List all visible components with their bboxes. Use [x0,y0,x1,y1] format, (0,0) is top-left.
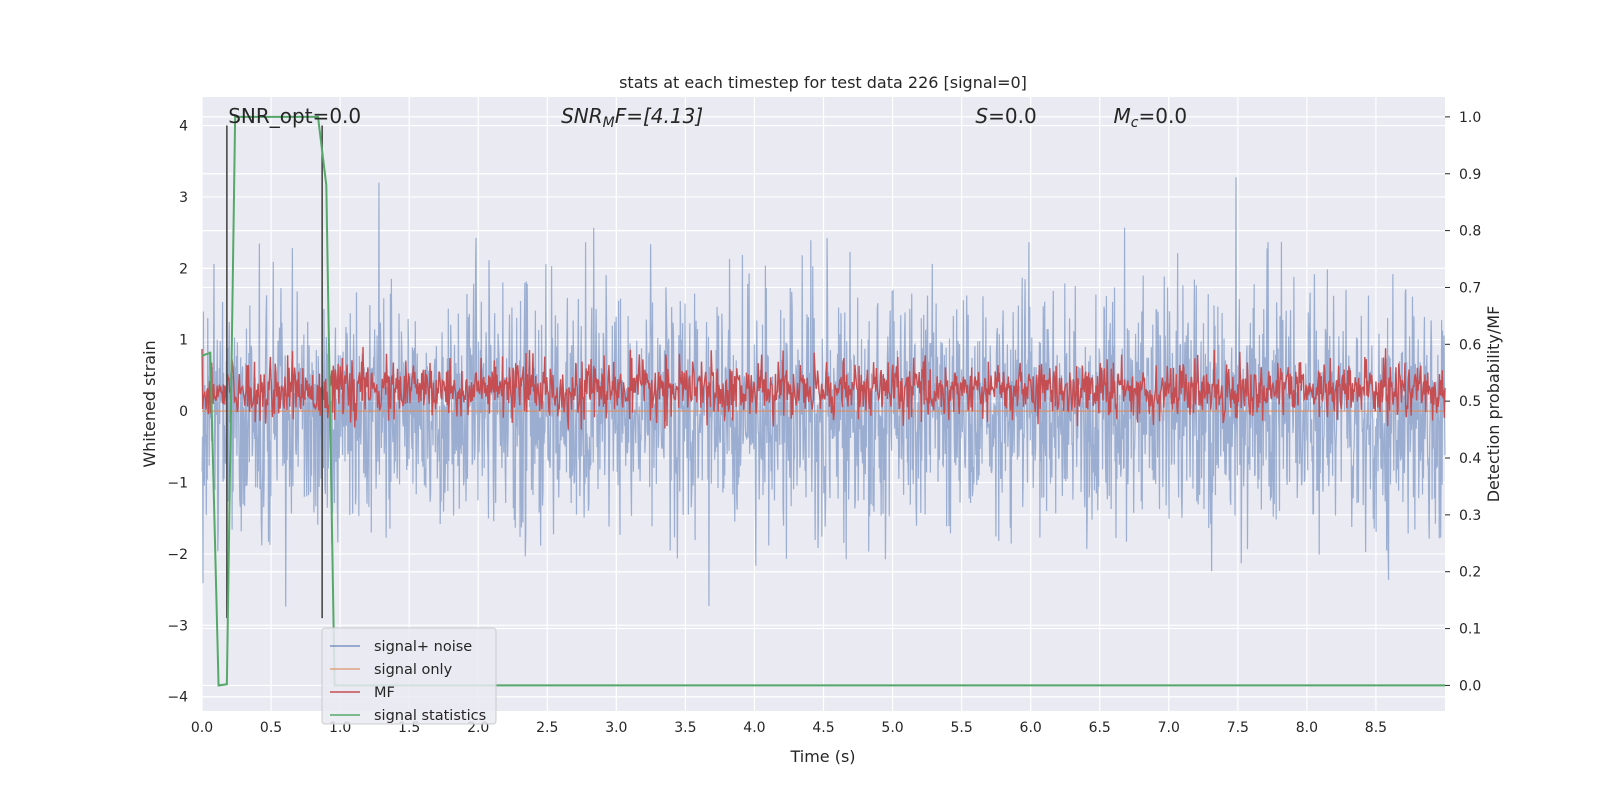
y-right-tick-label: 0.8 [1459,224,1481,240]
x-tick-labels: 0.0 0.5 1.0 1.5 2.0 2.5 3.0 3.5 4.0 4.5 5.0 5.5 6.0 6… [191,720,1387,736]
legend-box [321,627,497,725]
x-tick-label: 8.0 [1296,720,1318,736]
x-tick-label: 8.5 [1365,720,1387,736]
x-tick-label: 5.5 [950,720,972,736]
x-tick-label: 5.0 [881,720,903,736]
vertical-markers [226,125,323,619]
legend-entry-label: MF [374,685,395,701]
y-left-tick-label: −4 [167,690,188,706]
annotations: SNR_opt=0.0 SNRMF=[4.13] S=0.0 Mc=0.0 [228,104,1187,131]
x-tick-label: 2.5 [536,720,558,736]
y-right-tick-label: 0.4 [1459,451,1481,467]
y-left-tick-label: 1 [179,333,188,349]
chart-title: stats at each timestep for test data 226… [619,73,1027,92]
annotation-label: S=0.0 [975,104,1036,128]
y-right-axis-label: Detection probability/MF [1484,306,1503,503]
x-tick-label: 3.0 [605,720,627,736]
y-left-tick-label: −1 [167,476,188,492]
y-right-tick-label: 0.2 [1459,565,1481,581]
y-left-tick-label: 2 [179,261,188,277]
y-left-tick-label: −2 [167,547,188,563]
x-tick-label: 7.5 [1227,720,1249,736]
y-left-axis-label: Whitened strain [140,340,159,467]
x-tick-label: 4.5 [812,720,834,736]
y-left-tick-label: 4 [179,119,188,135]
x-tick-label: 4.0 [743,720,765,736]
legend-entry-label: signal+ noise [374,639,472,655]
annotation-label: SNR_opt=0.0 [228,104,361,128]
y-left-tick-label: −3 [167,618,188,634]
series-signal-statistics [201,115,1445,687]
legend-entry-label: signal only [374,662,453,678]
x-tick-label: 0.5 [260,720,282,736]
y-right-tick-label: 0.1 [1459,622,1481,638]
y-right-tick-label: 0.5 [1459,394,1481,410]
signal-statistics-line [201,115,1445,687]
y-right-tick-labels: 1.0 0.9 0.8 0.7 0.6 0.5 0.4 0.3 0.2 0.1 0.0 [1445,110,1481,694]
x-tick-label: 0.0 [191,720,213,736]
y-left-tick-label: 3 [179,190,188,206]
series-mf [201,346,1446,430]
annotation-label: SNRMF=[4.13] [561,104,703,131]
y-left-tick-labels: 4 3 2 1 0 −1 −2 −3 −4 [167,119,188,706]
y-right-tick-label: 0.6 [1459,337,1481,353]
x-tick-label: 6.0 [1020,720,1042,736]
y-right-tick-label: 0.7 [1459,280,1481,296]
x-tick-label: 6.5 [1089,720,1111,736]
x-tick-label: 7.0 [1158,720,1180,736]
y-left-tick-label: 0 [179,404,188,420]
series-signal-noise [201,177,1446,607]
legend: signal+ noise signal only MF signal statist… [321,627,497,725]
y-right-tick-label: 0.3 [1459,508,1481,524]
mf-line [201,346,1446,430]
legend-entry-label: signal statistics [374,708,486,724]
x-tick-label: 3.5 [674,720,696,736]
y-right-tick-label: 0.9 [1459,167,1481,183]
annotation-label: Mc=0.0 [1114,104,1188,131]
signal-noise-line [201,177,1446,607]
x-axis-label: Time (s) [789,747,855,766]
y-right-tick-label: 0.0 [1459,678,1481,694]
y-right-tick-label: 1.0 [1459,110,1481,126]
